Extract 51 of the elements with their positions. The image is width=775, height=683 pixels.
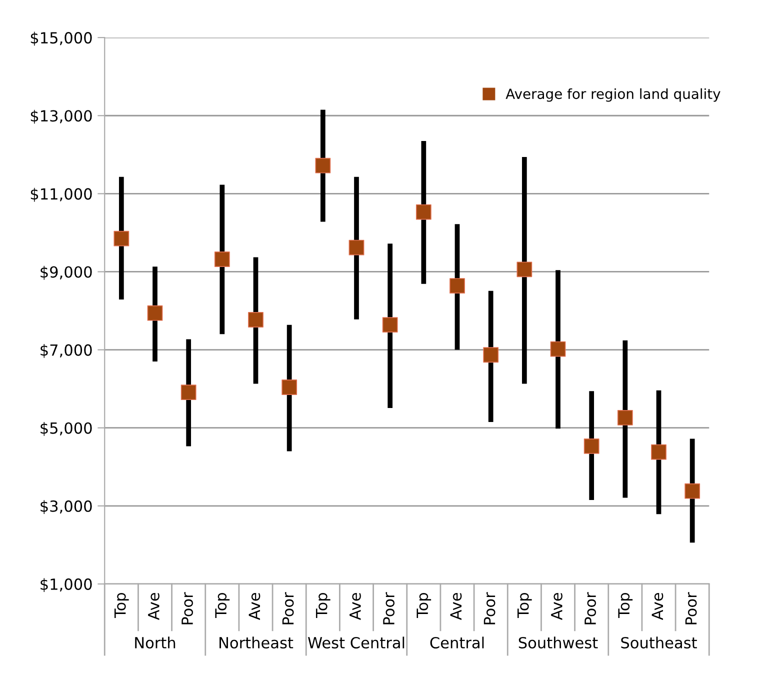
y-tick-label: $5,000	[40, 422, 92, 436]
x-tick-label: Top	[215, 592, 230, 618]
point	[315, 158, 331, 174]
y-tick-label: $7,000	[40, 344, 92, 358]
point	[248, 312, 264, 328]
x-tick-label: Poor	[685, 592, 697, 624]
text: Southwest	[518, 636, 598, 648]
text: North	[135, 636, 176, 648]
point	[684, 483, 700, 499]
x-tick-label: Top	[618, 592, 633, 618]
y-tick-label: $13,000	[30, 110, 92, 124]
x-tick-label: Poor	[484, 592, 496, 624]
point	[114, 230, 130, 246]
point	[147, 305, 163, 321]
point	[651, 444, 666, 460]
x-tick-label: Ave	[148, 592, 160, 620]
point	[214, 252, 230, 267]
text: Southeast	[621, 636, 697, 648]
y-tick-label: $15,000	[30, 32, 92, 46]
x-tick-label: Poor	[584, 592, 596, 624]
point	[180, 384, 196, 400]
text: Northeast	[220, 636, 294, 648]
x-tick-label: Poor	[383, 592, 395, 624]
point	[382, 317, 398, 333]
text: West Central	[308, 636, 404, 648]
x-tick-label: Ave	[551, 592, 562, 620]
point	[450, 278, 465, 294]
point	[282, 380, 298, 395]
x-tick-label: Top	[517, 592, 532, 618]
x-tick-label: Top	[316, 592, 330, 618]
legend-label: Average for region land quality	[506, 88, 720, 102]
x-tick-label: Poor	[182, 592, 194, 624]
point	[348, 240, 364, 256]
point	[416, 204, 432, 220]
y-tick-label: $11,000	[30, 188, 92, 202]
y-tick-label: $3,000	[40, 500, 92, 514]
x-tick-label: Ave	[350, 592, 361, 620]
x-tick-label: Poor	[282, 592, 294, 624]
y-tick-label: $9,000	[40, 266, 92, 280]
point	[483, 347, 499, 363]
point	[550, 341, 566, 357]
x-tick-label: Top	[416, 592, 432, 618]
point	[516, 262, 532, 278]
x-tick-label: Top	[114, 592, 129, 618]
y-tick-label: $1,000	[40, 578, 92, 592]
x-tick-label: Ave	[450, 592, 462, 620]
text: Central	[430, 636, 484, 648]
x-tick-label: Ave	[248, 592, 260, 620]
point	[617, 410, 633, 426]
point	[584, 438, 600, 454]
x-tick-label: Ave	[652, 592, 664, 620]
